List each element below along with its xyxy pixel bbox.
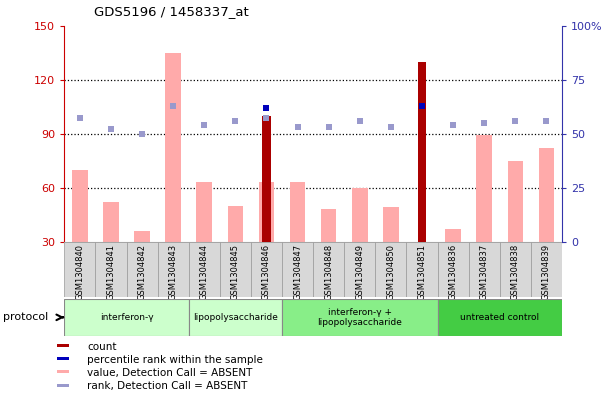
Text: GSM1304843: GSM1304843 (169, 244, 178, 300)
Text: GSM1304837: GSM1304837 (480, 244, 489, 300)
Bar (57, 344, 69, 347)
Bar (57, 357, 69, 360)
Bar (220, 242, 251, 297)
Bar (262, 116, 271, 242)
Bar (251, 242, 282, 297)
Bar (418, 62, 426, 242)
Bar (383, 208, 398, 242)
Bar (127, 242, 157, 297)
Bar (438, 242, 469, 297)
Text: GSM1304844: GSM1304844 (200, 244, 209, 300)
Bar (438, 299, 562, 336)
Bar (96, 242, 127, 297)
Bar (64, 299, 189, 336)
Text: GSM1304846: GSM1304846 (262, 244, 271, 300)
Text: GSM1304839: GSM1304839 (542, 244, 551, 300)
Text: GSM1304838: GSM1304838 (511, 244, 520, 300)
Bar (258, 182, 274, 242)
Bar (189, 299, 282, 336)
Bar (500, 242, 531, 297)
Bar (103, 202, 119, 242)
Text: interferon-γ: interferon-γ (100, 313, 153, 322)
Bar (282, 242, 313, 297)
Text: GSM1304842: GSM1304842 (138, 244, 147, 300)
Text: GSM1304840: GSM1304840 (75, 244, 84, 300)
Text: GSM1304836: GSM1304836 (448, 244, 457, 300)
Bar (375, 242, 406, 297)
Text: GSM1304851: GSM1304851 (418, 244, 427, 300)
Bar (538, 148, 554, 242)
Text: protocol: protocol (3, 312, 48, 322)
Bar (64, 242, 96, 297)
Text: percentile rank within the sample: percentile rank within the sample (87, 355, 263, 365)
Text: GSM1304849: GSM1304849 (355, 244, 364, 300)
Bar (165, 53, 181, 242)
Bar (57, 384, 69, 387)
Bar (406, 242, 438, 297)
Text: GSM1304845: GSM1304845 (231, 244, 240, 300)
Text: interferon-γ +
lipopolysaccharide: interferon-γ + lipopolysaccharide (317, 308, 402, 327)
Bar (531, 242, 562, 297)
Text: GSM1304841: GSM1304841 (106, 244, 115, 300)
Bar (228, 206, 243, 242)
Bar (477, 136, 492, 242)
Text: GSM1304847: GSM1304847 (293, 244, 302, 300)
Bar (197, 182, 212, 242)
Text: GSM1304848: GSM1304848 (324, 244, 333, 300)
Text: GSM1304850: GSM1304850 (386, 244, 395, 300)
Text: count: count (87, 342, 117, 352)
Text: untreated control: untreated control (460, 313, 539, 322)
Bar (282, 299, 438, 336)
Text: value, Detection Call = ABSENT: value, Detection Call = ABSENT (87, 368, 252, 378)
Bar (352, 187, 368, 242)
Bar (157, 242, 189, 297)
Bar (313, 242, 344, 297)
Bar (469, 242, 500, 297)
Bar (134, 231, 150, 242)
Bar (72, 170, 88, 242)
Text: lipopolysaccharide: lipopolysaccharide (193, 313, 278, 322)
Bar (290, 182, 305, 242)
Bar (344, 242, 375, 297)
Text: GDS5196 / 1458337_at: GDS5196 / 1458337_at (94, 5, 249, 18)
Bar (507, 161, 523, 242)
Bar (445, 229, 461, 242)
Bar (321, 209, 337, 242)
Bar (57, 371, 69, 373)
Text: rank, Detection Call = ABSENT: rank, Detection Call = ABSENT (87, 381, 248, 391)
Bar (189, 242, 220, 297)
